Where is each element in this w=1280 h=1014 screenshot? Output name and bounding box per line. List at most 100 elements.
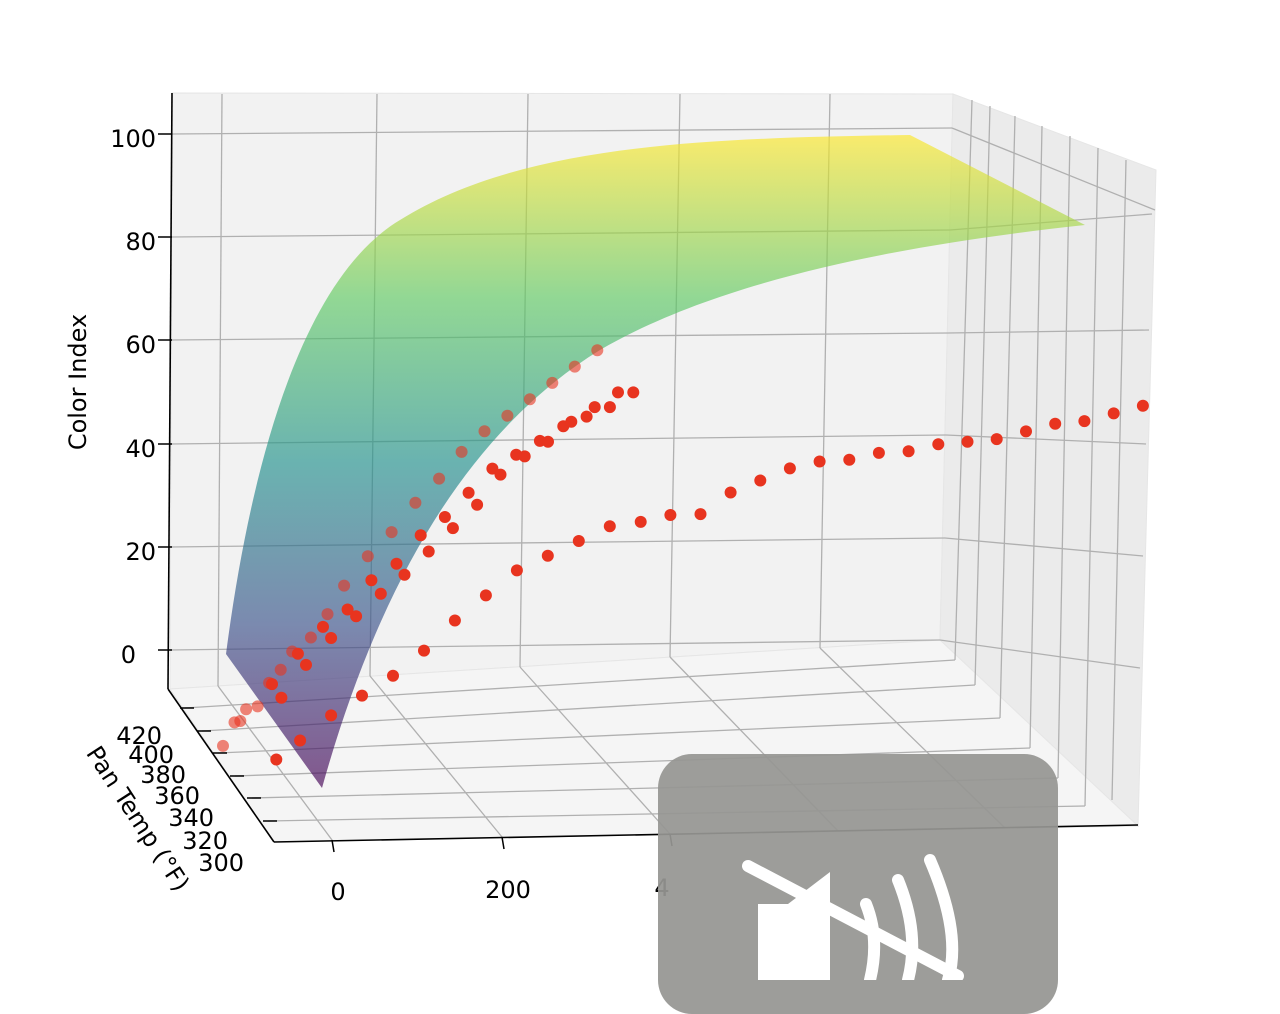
scatter-point xyxy=(783,462,796,475)
scatter-point xyxy=(275,691,288,704)
scatter-point xyxy=(304,631,317,644)
surface-chart: 0 20 40 60 80 100 300 320 340 360 380 40… xyxy=(64,92,1157,906)
scatter-point xyxy=(518,450,531,463)
scatter-point xyxy=(627,386,640,399)
scatter-point xyxy=(634,515,647,528)
scatter-point xyxy=(568,360,581,373)
scatter-point xyxy=(385,526,398,539)
scatter-point xyxy=(541,549,554,562)
scatter-point xyxy=(270,753,283,766)
scatter-point xyxy=(1107,407,1120,420)
scatter-point xyxy=(813,455,826,468)
scatter-point xyxy=(612,386,624,399)
scatter-point xyxy=(356,689,368,702)
scatter-point xyxy=(274,663,287,676)
scatter-point xyxy=(398,568,411,581)
speaker-muted-icon xyxy=(742,854,964,980)
scatter-point xyxy=(294,734,307,747)
scatter-point xyxy=(448,614,461,627)
scatter-point xyxy=(591,344,604,357)
scatter-point xyxy=(409,496,422,509)
scatter-point xyxy=(446,522,459,535)
scatter-point xyxy=(546,376,559,389)
z-axis-ticks xyxy=(158,133,172,651)
x-tick-label: 0 xyxy=(330,878,345,906)
y-tick-label: 320 xyxy=(182,827,228,855)
scatter-point xyxy=(603,520,616,533)
y-tick-label: 420 xyxy=(116,722,162,750)
scatter-point xyxy=(478,425,491,438)
scatter-point xyxy=(387,669,399,682)
scatter-point xyxy=(1136,399,1149,412)
scatter-point xyxy=(240,703,253,716)
scatter-point xyxy=(418,644,430,657)
y-axis-ticks xyxy=(180,707,277,822)
scatter-point xyxy=(902,445,915,458)
fitted-surface xyxy=(226,135,1085,788)
z-axis-line xyxy=(167,92,173,690)
scatter-point xyxy=(510,564,523,577)
scatter-point xyxy=(471,498,484,511)
scatter-point xyxy=(843,453,856,466)
scatter-point xyxy=(542,435,554,448)
scatter-point xyxy=(300,658,312,671)
scatter-point xyxy=(438,511,451,523)
scatter-point xyxy=(217,739,229,752)
scatter-point xyxy=(325,632,338,644)
scatter-point xyxy=(361,550,374,563)
scatter-point xyxy=(341,603,354,616)
z-axis-title: Color Index xyxy=(64,314,92,450)
scatter-point xyxy=(872,446,885,459)
scatter-point xyxy=(694,508,707,521)
y-tick-label: 300 xyxy=(198,849,244,877)
scatter-point xyxy=(433,472,446,485)
scatter-point xyxy=(479,589,492,602)
scatter-point xyxy=(414,529,427,542)
z-tick-label: 60 xyxy=(125,331,156,359)
scatter-point xyxy=(350,610,363,623)
y-tick-label: 380 xyxy=(140,761,186,789)
scatter-point xyxy=(422,545,435,558)
scatter-point xyxy=(754,474,767,487)
scatter-point xyxy=(325,709,338,722)
z-tick-label: 0 xyxy=(121,641,136,669)
y-tick-label: 360 xyxy=(154,782,200,810)
scatter-point xyxy=(603,401,616,414)
x-tick-label: 200 xyxy=(485,876,531,904)
scatter-point xyxy=(664,509,677,521)
scatter-point xyxy=(724,486,737,499)
scatter-point xyxy=(494,468,507,481)
y-tick-label: 400 xyxy=(128,741,174,769)
scatter-point xyxy=(1020,425,1032,438)
scatter-point xyxy=(961,435,974,448)
y-tick-label: 340 xyxy=(168,804,214,832)
scatter-point xyxy=(374,587,387,600)
scatter-point xyxy=(523,393,536,406)
y-axis-line xyxy=(167,688,275,843)
scatter-point xyxy=(1049,417,1062,430)
scatter-point xyxy=(390,557,403,570)
scatter-points xyxy=(217,344,1149,766)
scatter-point xyxy=(501,409,514,422)
z-tick-label: 80 xyxy=(125,228,156,256)
scatter-point xyxy=(932,438,945,451)
scatter-point xyxy=(251,700,264,713)
scatter-point xyxy=(266,678,278,691)
scatter-point xyxy=(462,486,475,499)
scatter-point xyxy=(365,574,378,587)
scatter-point xyxy=(321,608,334,621)
z-tick-label: 40 xyxy=(125,435,156,463)
scatter-point xyxy=(291,647,304,660)
scatter-point xyxy=(990,433,1003,446)
scatter-point xyxy=(588,401,601,414)
scatter-point xyxy=(234,715,247,727)
scatter-point xyxy=(580,410,593,423)
scatter-point xyxy=(338,579,351,592)
scatter-point xyxy=(317,620,329,633)
z-tick-label: 20 xyxy=(125,538,156,566)
scatter-point xyxy=(565,415,578,428)
scatter-point xyxy=(455,445,468,458)
scatter-point xyxy=(1078,415,1091,428)
z-tick-label: 100 xyxy=(110,125,156,153)
mute-overlay[interactable] xyxy=(658,754,1058,1014)
